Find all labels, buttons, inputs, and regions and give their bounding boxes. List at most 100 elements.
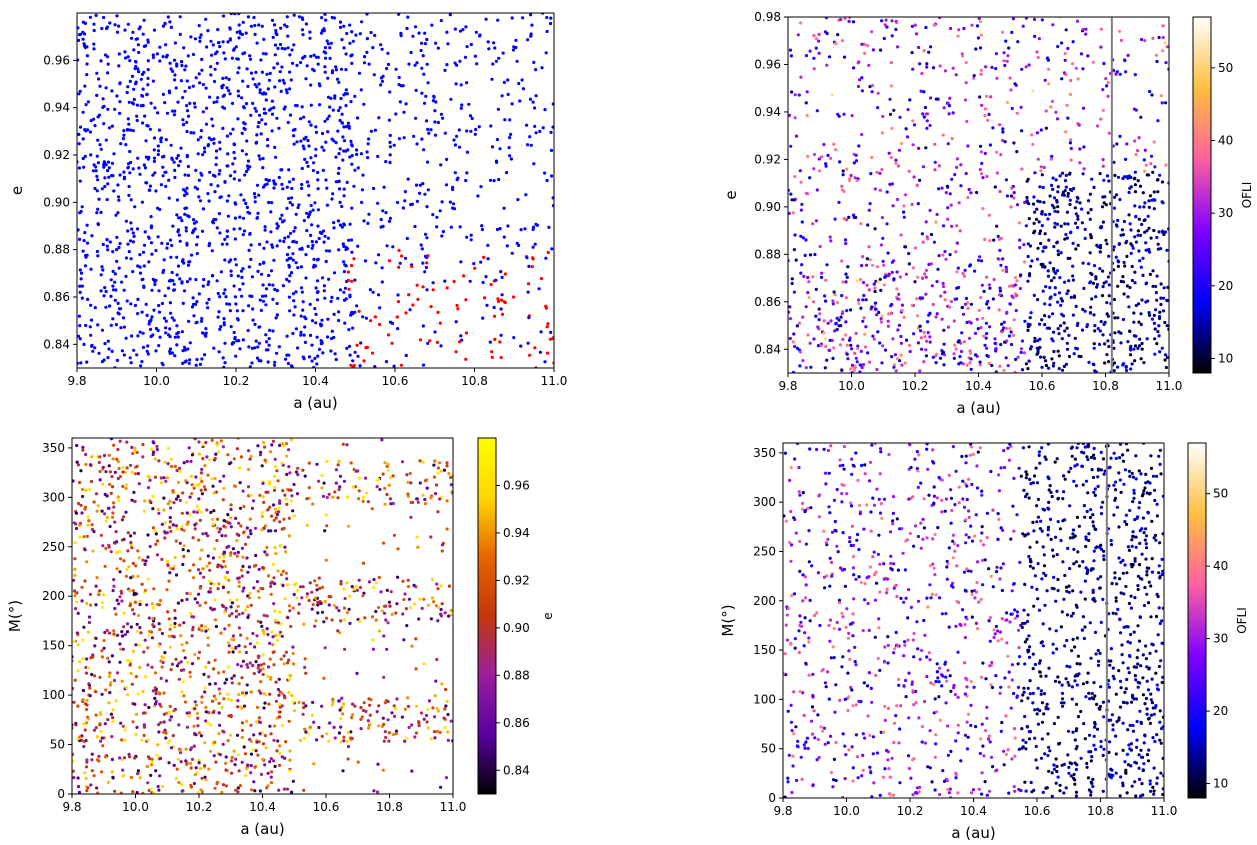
scatter-point [424,265,428,270]
scatter-point [1012,191,1016,195]
scatter-point [113,23,117,27]
scatter-point [248,517,252,521]
scatter-point [524,193,528,197]
scatter-point [953,343,957,347]
scatter-point [1056,300,1060,304]
scatter-point [124,56,128,60]
scatter-point [149,773,153,778]
scatter-point [142,18,146,22]
scatter-point [955,286,959,290]
scatter-point [372,186,376,191]
scatter-point [811,275,815,279]
scatter-point [1056,205,1060,209]
scatter-point [983,237,987,242]
scatter-point [316,600,320,604]
scatter-point [310,246,314,250]
scatter-point [223,361,227,365]
scatter-point [1089,208,1093,212]
scatter-point [1056,253,1060,257]
scatter-point [1048,212,1052,216]
x-tick-label: 10.0 [143,374,170,388]
scatter-point [334,141,338,145]
scatter-point [310,343,314,347]
scatter-point [1129,175,1133,180]
scatter-point [1016,355,1020,359]
scatter-point [325,39,329,43]
scatter-point [196,791,200,794]
scatter-point [391,474,395,478]
scatter-point [413,63,417,67]
scatter-point [108,470,112,474]
scatter-point [355,343,359,347]
scatter-point [177,723,181,727]
scatter-point [908,349,912,354]
scatter-point [859,349,863,353]
scatter-point [418,481,422,485]
scatter-point [247,345,251,349]
scatter-point [98,84,102,88]
scatter-point [307,120,311,124]
scatter-point [377,629,381,633]
scatter-point [502,80,506,84]
scatter-point [191,52,196,57]
scatter-point [1035,346,1039,350]
scatter-point [195,300,199,304]
scatter-point [347,126,351,130]
x-tick-label: 10.8 [461,374,488,388]
scatter-point [250,506,254,510]
scatter-point [284,740,288,744]
scatter-point [1071,278,1075,282]
scatter-point [314,321,318,325]
scatter-point [1053,225,1057,229]
scatter-point [526,341,530,345]
scatter-point [299,117,303,121]
scatter-point [1138,337,1142,341]
x-tick-label: 9.8 [67,374,86,388]
scatter-point [212,79,217,84]
scatter-point [831,356,835,360]
scatter-point [1039,262,1043,266]
scatter-point [162,476,166,480]
scatter-point [316,257,320,261]
scatter-point [212,137,216,141]
scatter-point [113,107,117,111]
scatter-point [1159,296,1163,300]
scatter-point [533,242,537,246]
scatter-point [833,293,837,297]
scatter-point [847,19,851,23]
scatter-point [306,732,310,736]
scatter-point [1155,59,1159,64]
scatter-point [800,220,804,224]
scatter-point [128,79,132,83]
scatter-point [272,179,276,183]
scatter-point [161,55,165,59]
scatter-point [115,259,119,263]
scatter-point [408,471,412,475]
scatter-point [924,220,928,224]
scatter-point [351,326,355,330]
scatter-point [130,334,134,338]
scatter-point [249,764,253,768]
scatter-point [217,687,221,691]
scatter-point [168,327,172,331]
scatter-point [1107,294,1111,298]
scatter-point [182,461,186,465]
scatter-point [1056,185,1060,189]
scatter-point [272,738,276,742]
scatter-point [444,776,449,780]
scatter-point [1128,222,1132,226]
scatter-point [1041,185,1045,190]
scatter-point [440,549,444,553]
scatter-point [151,606,155,610]
scatter-point [929,45,933,49]
scatter-point [1081,106,1086,110]
scatter-point [186,54,190,58]
scatter-point [294,327,298,331]
scatter-point [886,251,890,255]
scatter-point [432,730,437,734]
scatter-point [152,450,156,454]
scatter-point [325,732,329,736]
scatter-point [325,616,329,620]
scatter-point [284,497,288,501]
scatter-point [1019,105,1023,109]
